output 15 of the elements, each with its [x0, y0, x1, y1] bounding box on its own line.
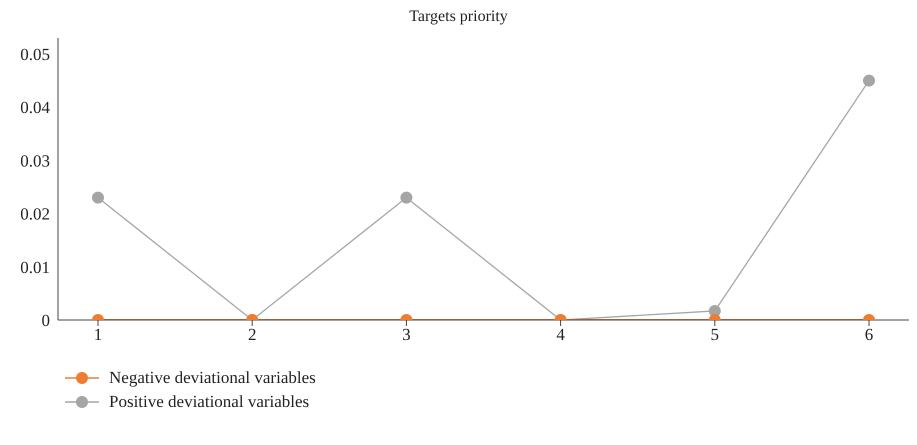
- x-tick-label: 4: [556, 325, 566, 344]
- y-tick-label: 0.01: [20, 258, 50, 277]
- y-tick-label: 0.04: [20, 98, 50, 118]
- x-tick-label: 5: [710, 325, 720, 344]
- x-tick-label: 2: [248, 325, 256, 344]
- y-tick-label: 0.03: [20, 151, 50, 170]
- legend-label: Positive deviational variables: [109, 392, 310, 412]
- x-tick-label: 6: [864, 325, 874, 344]
- y-tick-label: 0: [42, 311, 50, 330]
- y-tick-label: 0.05: [20, 44, 50, 64]
- y-tick-label: 0.02: [20, 204, 50, 224]
- chart-title: Targets priority: [408, 8, 509, 27]
- x-tick-label: 1: [94, 325, 102, 344]
- legend-label: Negative deviational variables: [109, 368, 316, 388]
- x-tick-label: 3: [402, 325, 411, 344]
